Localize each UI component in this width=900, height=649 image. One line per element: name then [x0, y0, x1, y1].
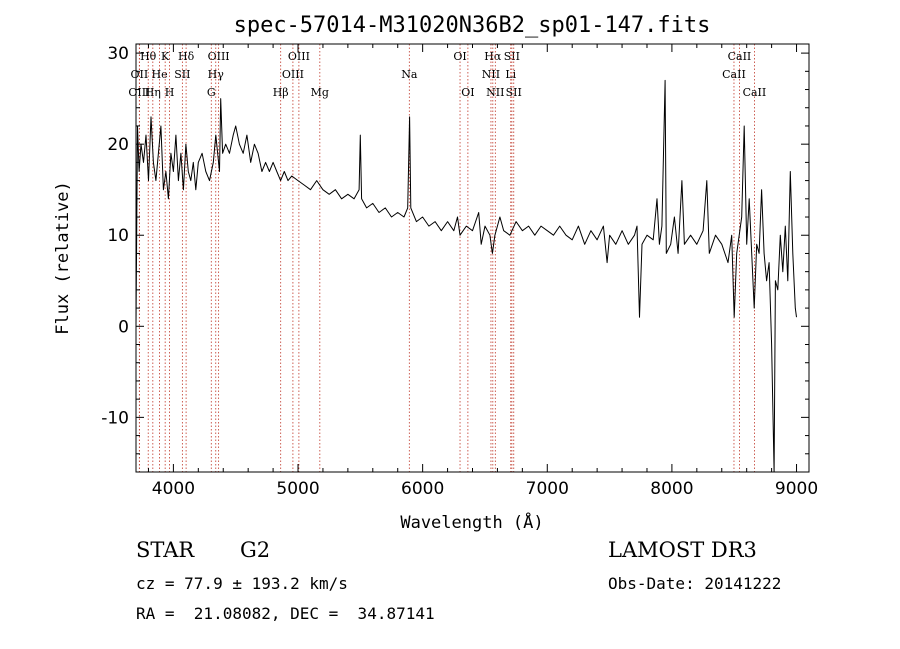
spectral-line-label: Li	[505, 68, 516, 81]
spectral-line-label: OI	[461, 86, 474, 99]
spectral-line-label: Hβ	[273, 86, 289, 99]
spectral-line-label: Na	[401, 68, 418, 81]
y-axis-label: Flux (relative)	[53, 181, 73, 335]
spectral-line-label: CaII	[728, 50, 752, 63]
spectrum-series-line	[135, 79, 797, 473]
y-tick-label: 10	[107, 226, 129, 246]
redshift-readout: cz = 77.9 ± 193.2 km/s	[136, 574, 348, 593]
spectral-line-label: G	[207, 86, 216, 99]
x-tick-label: 7000	[526, 479, 569, 499]
spectral-line-label: Hα	[484, 50, 502, 63]
spectral-line-label: OIII	[288, 50, 310, 63]
y-tick-label: 20	[107, 135, 129, 155]
survey-name: LAMOST DR3	[608, 538, 757, 562]
axis-ticks: 4000 5000 6000 7000 8000 9000 -10 0 10 20 30	[101, 44, 818, 499]
spectral-line-label: Mg	[311, 86, 329, 99]
x-tick-label: 5000	[276, 479, 319, 499]
spectral-line-label: Hθ	[140, 50, 157, 63]
spectral-line-label: OI	[453, 50, 466, 63]
object-class: STAR	[136, 538, 195, 562]
spectral-line-label: He	[152, 68, 168, 81]
spectral-line-label: SII	[504, 50, 520, 63]
spectral-line-label: Hγ	[208, 68, 225, 81]
chart-title: spec-57014-M31020N36B2_sp01-147.fits	[234, 13, 711, 38]
spectral-line-label: CaII	[722, 68, 746, 81]
ra-dec-readout: RA = 21.08082, DEC = 34.87141	[136, 604, 435, 623]
y-tick-label: 0	[118, 317, 129, 337]
series-layer	[135, 79, 797, 473]
plot-frame	[135, 43, 810, 473]
spectral-line-label: K	[161, 50, 170, 63]
x-tick-label: 8000	[650, 479, 693, 499]
spectral-line-label: Hδ	[178, 50, 195, 63]
spectral-line-label: NII	[482, 68, 500, 81]
y-tick-label: 30	[107, 44, 129, 64]
spectral-line-label: SII	[174, 68, 190, 81]
spectral-line-label: OIII	[282, 68, 304, 81]
obs-date: Obs-Date: 20141222	[608, 574, 782, 593]
x-tick-label: 6000	[401, 479, 444, 499]
spectral-line-label: OIII	[128, 86, 150, 99]
x-axis-label: Wavelength (Å)	[400, 511, 543, 533]
object-subclass: G2	[240, 538, 271, 562]
spectral-line-label: CaII	[743, 86, 767, 99]
spectral-line-label: Hη	[145, 86, 161, 99]
spectral-line-label: H	[165, 86, 175, 99]
spectral-line-label: OII	[131, 68, 149, 81]
spectral-line-label: SII	[506, 86, 522, 99]
spectral-line-label: NII	[486, 86, 504, 99]
spectral-line-label: OIII	[208, 50, 230, 63]
x-tick-label: 9000	[775, 479, 818, 499]
y-tick-label: -10	[101, 408, 129, 428]
x-tick-label: 4000	[152, 479, 195, 499]
